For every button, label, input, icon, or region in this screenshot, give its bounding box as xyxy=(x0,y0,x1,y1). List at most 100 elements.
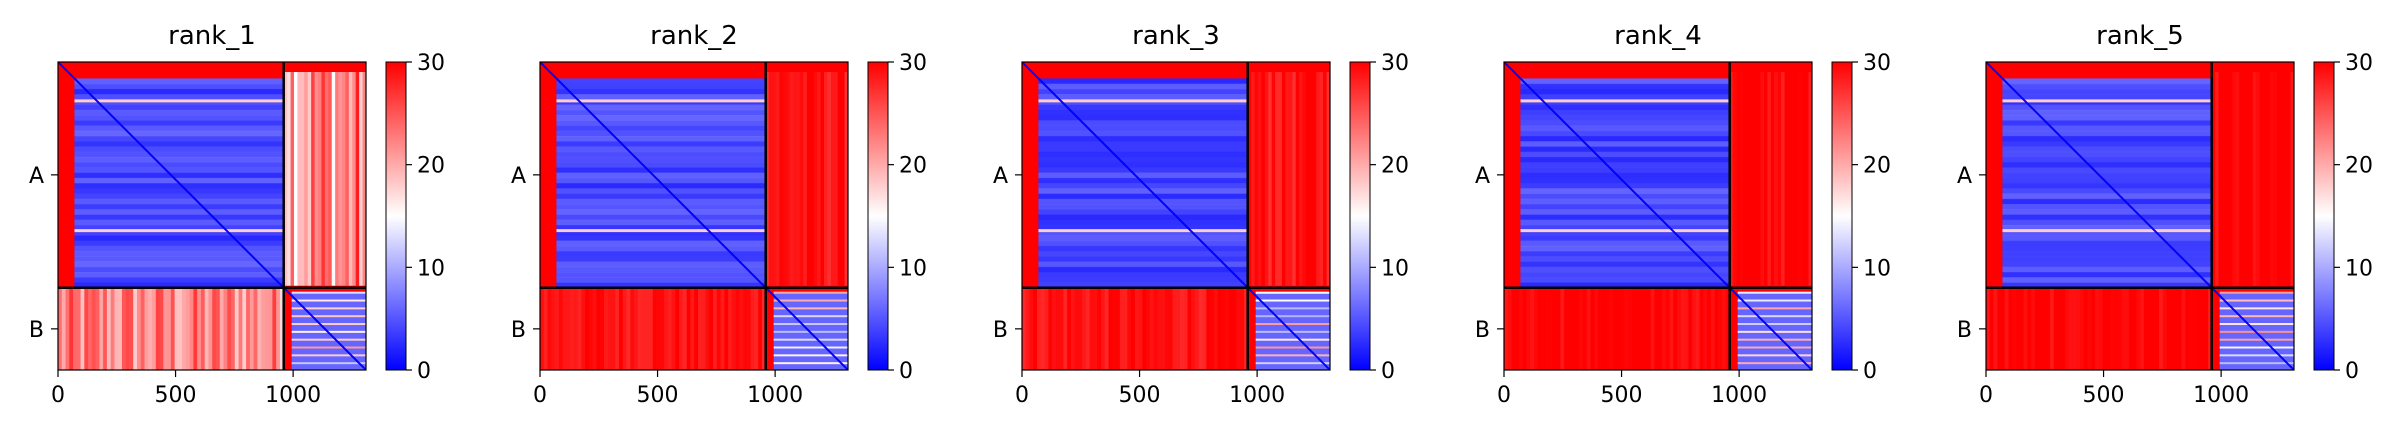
colorbar-tick-label: 20 xyxy=(417,154,445,179)
chain-a-texture xyxy=(2002,256,2212,263)
inter-chain-stripe xyxy=(1082,287,1087,370)
chain-a-texture xyxy=(1520,193,1730,200)
inter-chain-stripe xyxy=(2095,287,2100,370)
chain-a-texture xyxy=(74,261,284,268)
inter-chain-stripe xyxy=(1309,72,1314,286)
chain-b-streak xyxy=(1255,354,1330,357)
inter-chain-stripe xyxy=(701,287,707,370)
inter-chain-stripe xyxy=(300,72,305,286)
inter-chain-stripe xyxy=(65,287,70,370)
inter-chain-stripe xyxy=(1511,287,1516,370)
chain-label-A: A xyxy=(29,164,44,189)
inter-chain-stripe xyxy=(167,287,172,370)
inter-chain-stripe xyxy=(2189,287,2194,370)
chain-a-texture xyxy=(1520,151,1730,158)
x-tick-label: 1000 xyxy=(265,383,321,408)
inter-chain-stripe xyxy=(2151,287,2156,370)
inter-chain-stripe xyxy=(2239,72,2244,286)
inter-chain-stripe xyxy=(272,287,277,370)
inter-chain-stripe xyxy=(227,287,232,370)
inter-chain-stripe xyxy=(95,287,100,370)
inter-chain-stripe xyxy=(1179,287,1185,370)
chain-a-texture xyxy=(556,272,766,278)
inter-chain-stripe xyxy=(1639,287,1644,370)
inter-chain-stripe xyxy=(664,287,669,370)
inter-chain-stripe xyxy=(1029,287,1034,370)
chain-b-streak xyxy=(773,291,848,294)
chain-a-texture xyxy=(74,219,284,226)
inter-chain-stripe xyxy=(694,287,699,370)
inter-chain-stripe xyxy=(2273,72,2278,286)
chain-a-texture xyxy=(74,214,284,221)
inter-chain-stripe xyxy=(1791,72,1796,286)
chain-a-texture xyxy=(556,256,766,263)
inter-chain-stripe xyxy=(1695,287,1701,370)
chain-a-texture xyxy=(1520,88,1730,95)
inter-chain-stripe xyxy=(1240,287,1245,370)
chain-b-streak xyxy=(1255,346,1330,349)
chain-a-texture xyxy=(556,198,766,205)
inter-chain-stripe xyxy=(1108,287,1113,370)
inter-chain-stripe xyxy=(189,287,195,370)
inter-chain-stripe xyxy=(697,287,703,370)
inter-chain-stripe xyxy=(1699,287,1704,370)
inter-chain-stripe xyxy=(1033,287,1038,370)
inter-chain-stripe xyxy=(1232,287,1238,370)
inter-chain-stripe xyxy=(675,287,680,370)
inter-chain-stripe xyxy=(1119,287,1125,370)
chain-a-texture xyxy=(556,151,766,158)
inter-chain-stripe xyxy=(2181,287,2186,370)
inter-chain-stripe xyxy=(728,287,733,370)
chain-a-texture xyxy=(1520,256,1730,263)
inter-chain-stripe xyxy=(690,287,695,370)
inter-chain-stripe xyxy=(1104,287,1110,370)
heatmap-cells xyxy=(58,62,366,370)
chain-a-texture xyxy=(1038,167,1248,174)
inter-chain-stripe xyxy=(645,287,650,370)
inter-chain-stripe xyxy=(125,287,131,370)
inter-chain-stripe xyxy=(1022,287,1027,370)
chain-b-streak xyxy=(291,346,366,349)
chain-a-texture xyxy=(74,141,284,147)
inter-chain-stripe xyxy=(110,287,116,370)
chain-b-streak xyxy=(1737,307,1812,310)
chain-label-A: A xyxy=(1957,164,1972,189)
inter-chain-stripe xyxy=(155,287,161,370)
inter-chain-stripe xyxy=(2053,287,2059,370)
inter-chain-stripe xyxy=(803,72,808,286)
inter-chain-stripe xyxy=(2192,287,2198,370)
chain-a-texture xyxy=(1520,272,1730,278)
chain-a-texture xyxy=(1038,204,1248,210)
chain-b-streak xyxy=(2219,338,2294,341)
inter-chain-stripe xyxy=(276,287,281,370)
inter-chain-stripe xyxy=(1112,287,1117,370)
inter-chain-stripe xyxy=(1292,72,1297,286)
inter-chain-stripe xyxy=(1048,287,1053,370)
inter-chain-stripe xyxy=(786,72,791,286)
chain-a-texture xyxy=(556,177,766,184)
inter-chain-stripe xyxy=(2042,287,2047,370)
chain-a-texture xyxy=(74,109,284,116)
chain-a-texture xyxy=(2002,193,2212,200)
inter-chain-stripe xyxy=(775,72,781,286)
colorbar xyxy=(1831,61,1853,371)
inter-chain-stripe xyxy=(1787,72,1793,286)
inter-chain-stripe xyxy=(1986,287,1991,370)
chain-a-texture xyxy=(556,115,766,121)
inter-chain-stripe xyxy=(2283,72,2288,286)
inter-chain-stripe xyxy=(345,72,350,286)
inter-chain-stripe xyxy=(540,287,545,370)
chain-a-texture xyxy=(1520,136,1730,142)
inter-chain-stripe xyxy=(341,72,347,286)
inter-chain-stripe xyxy=(2027,287,2032,370)
chain-b-streak xyxy=(1737,291,1812,294)
inter-chain-stripe xyxy=(2068,287,2074,370)
inter-chain-stripe xyxy=(679,287,684,370)
inter-chain-stripe xyxy=(1078,287,1083,370)
chain-a-texture xyxy=(1038,162,1248,168)
chain-a-texture xyxy=(74,120,284,127)
chain-a-texture xyxy=(1038,151,1248,158)
inter-chain-stripe xyxy=(2276,72,2281,286)
chain-a-texture xyxy=(1038,282,1248,289)
